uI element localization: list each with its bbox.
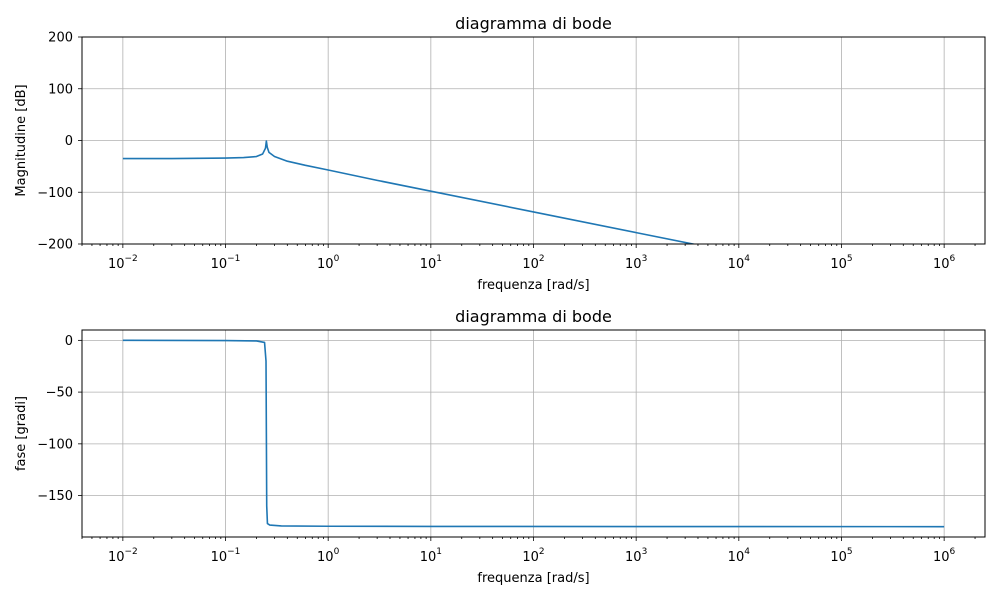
y-tick-label: 100 (48, 82, 73, 97)
x-tick-label: 101 (420, 254, 442, 272)
y-tick-label: 0 (65, 134, 73, 149)
x-tick-base: 10 (830, 257, 847, 272)
y-tick-label: −200 (37, 238, 73, 253)
x-tick-exponent: 3 (642, 254, 648, 264)
x-tick-exponent: 5 (847, 254, 853, 264)
x-tick-label: 100 (317, 254, 340, 272)
axes-frame (81, 329, 986, 538)
x-tick-label: 106 (933, 547, 956, 565)
x-tick-exponent: 4 (744, 547, 750, 557)
x-tick-exponent: 5 (847, 547, 853, 557)
x-tick-exponent: 6 (950, 254, 956, 264)
y-tick-label: 0 (65, 334, 73, 349)
x-tick-label: 102 (522, 254, 544, 272)
x-tick-base: 10 (317, 550, 334, 565)
chart-title: diagramma di bode (455, 14, 612, 33)
x-tick-label: 100 (317, 547, 340, 565)
x-tick-exponent: 0 (334, 254, 340, 264)
x-tick-exponent: 0 (334, 547, 340, 557)
x-tick-exponent: −2 (124, 547, 137, 557)
x-tick-base: 10 (108, 257, 125, 272)
y-tick-label: −150 (37, 489, 73, 504)
x-tick-base: 10 (625, 550, 642, 565)
x-tick-exponent: 6 (950, 547, 956, 557)
x-tick-exponent: 3 (642, 547, 648, 557)
x-tick-label: 101 (420, 547, 442, 565)
x-tick-exponent: 2 (539, 254, 545, 264)
axes-frame (81, 36, 986, 245)
x-tick-exponent: −1 (227, 547, 240, 557)
x-tick-exponent: −1 (227, 254, 240, 264)
chart-title: diagramma di bode (455, 307, 612, 326)
x-tick-label: 10−2 (108, 254, 138, 272)
x-tick-label: 106 (933, 254, 956, 272)
x-tick-label: 10−1 (211, 254, 241, 272)
series-line-1 (122, 140, 697, 244)
x-tick-base: 10 (933, 257, 950, 272)
x-tick-base: 10 (211, 550, 228, 565)
y-axis-label: Magnitudine [dB] (14, 84, 29, 196)
x-tick-base: 10 (420, 550, 437, 565)
x-tick-exponent: 1 (436, 547, 442, 557)
y-tick-label: −100 (37, 186, 73, 201)
x-tick-base: 10 (522, 550, 539, 565)
x-tick-label: 105 (830, 547, 852, 565)
subplot-2: 10−2 10−1 100 101 102 103 104 105 1060−50−100−15… (14, 307, 986, 586)
x-tick-exponent: 2 (539, 547, 545, 557)
series-line-1 (122, 339, 945, 528)
x-tick-base: 10 (830, 550, 847, 565)
x-tick-label: 104 (728, 254, 751, 272)
x-axis-label: frequenza [rad/s] (477, 571, 589, 586)
x-tick-label: 104 (728, 547, 751, 565)
x-tick-base: 10 (317, 257, 334, 272)
x-tick-label: 102 (522, 547, 544, 565)
y-axis-label: fase [gradi] (14, 396, 29, 471)
x-tick-base: 10 (728, 550, 745, 565)
x-tick-base: 10 (728, 257, 745, 272)
subplot-1: 10−2 10−1 100 101 102 103 104 105 1062001000−100… (14, 14, 986, 293)
x-tick-label: 105 (830, 254, 852, 272)
x-axis-label: frequenza [rad/s] (477, 278, 589, 293)
x-tick-base: 10 (625, 257, 642, 272)
x-tick-label: 10−1 (211, 547, 241, 565)
x-tick-exponent: −2 (124, 254, 137, 264)
y-tick-label: −50 (46, 386, 73, 401)
y-tick-label: 200 (48, 31, 73, 46)
x-tick-label: 103 (625, 254, 647, 272)
x-tick-label: 103 (625, 547, 647, 565)
x-tick-label: 10−2 (108, 547, 138, 565)
x-tick-base: 10 (933, 550, 950, 565)
x-tick-exponent: 1 (436, 254, 442, 264)
x-tick-exponent: 4 (744, 254, 750, 264)
x-tick-base: 10 (522, 257, 539, 272)
x-tick-base: 10 (211, 257, 228, 272)
x-tick-base: 10 (420, 257, 437, 272)
y-tick-label: −100 (37, 437, 73, 452)
x-tick-base: 10 (108, 550, 125, 565)
